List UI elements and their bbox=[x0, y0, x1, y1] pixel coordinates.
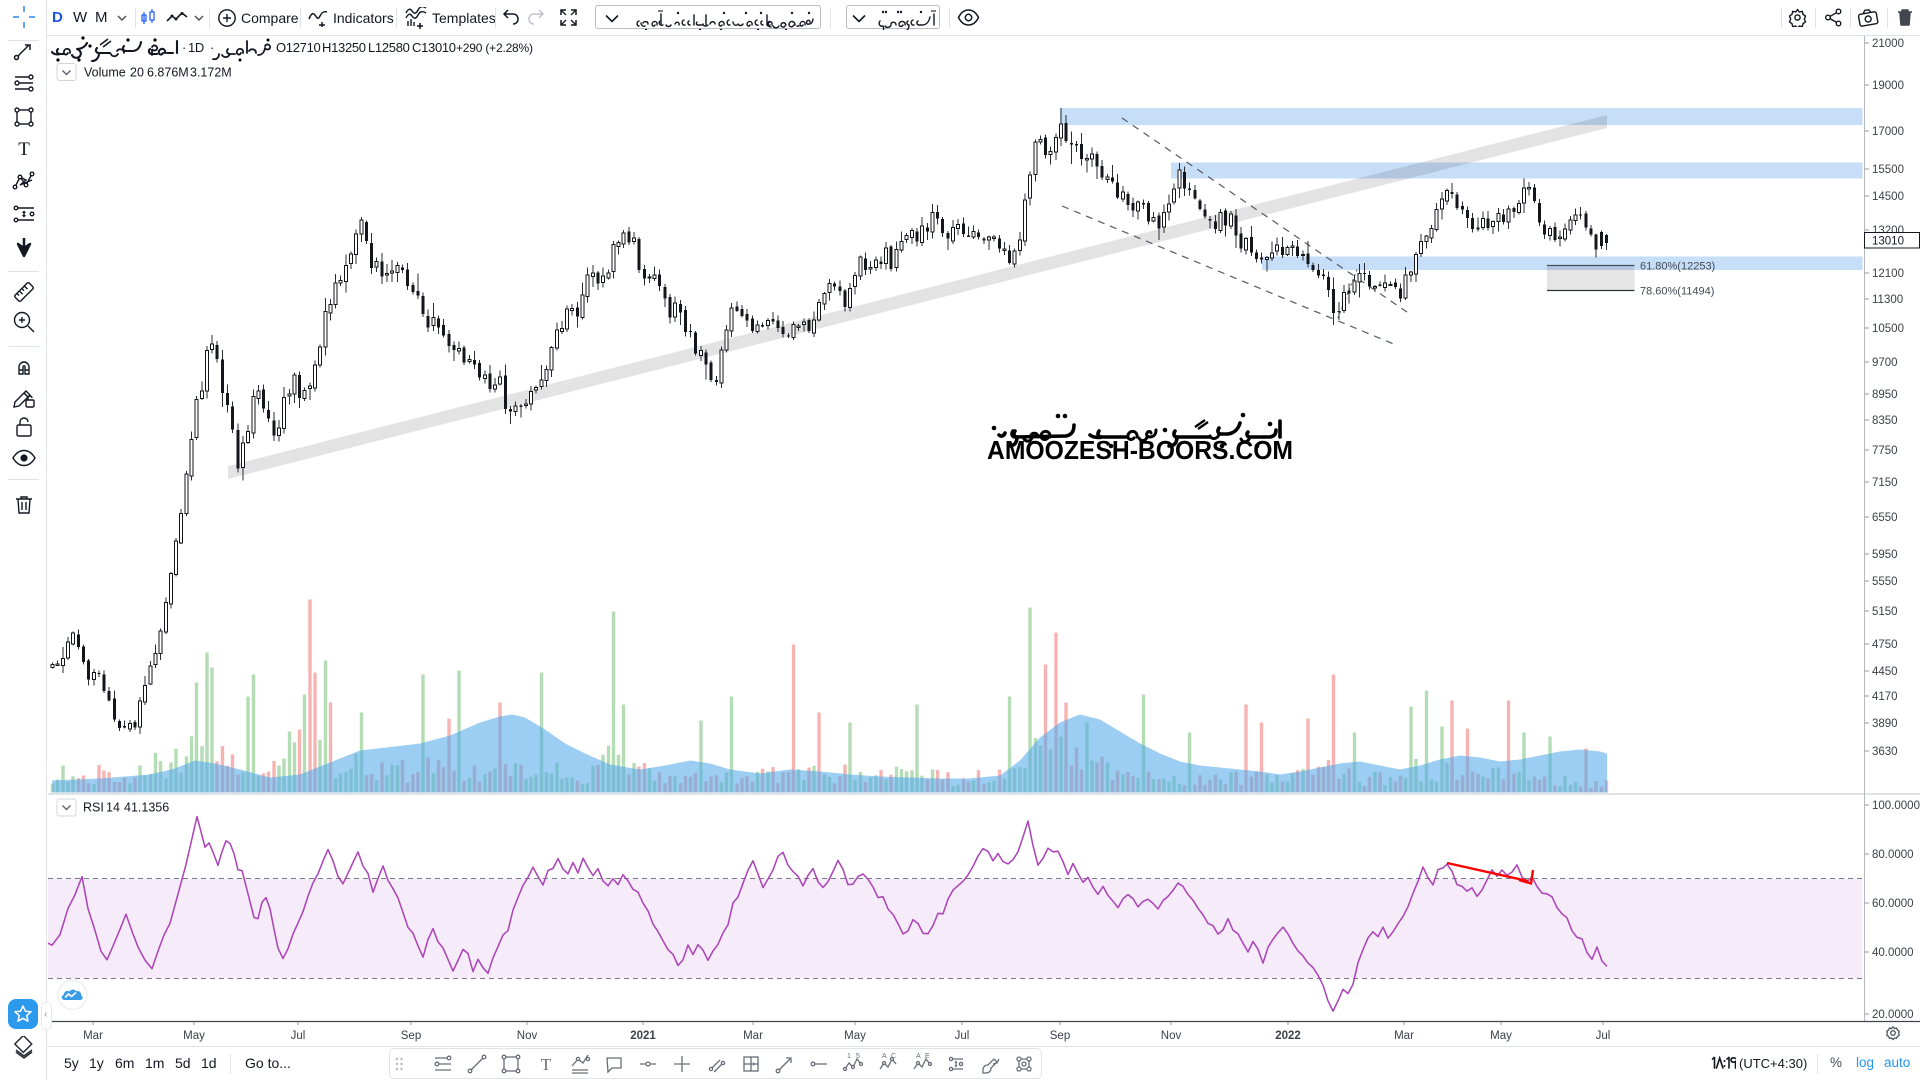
svg-text:May: May bbox=[183, 1030, 205, 1042]
svg-text:L12580: L12580 bbox=[368, 40, 410, 55]
svg-text:10500: 10500 bbox=[1872, 323, 1904, 335]
svg-text:May: May bbox=[1490, 1030, 1512, 1042]
svg-text:60.0000: 60.0000 bbox=[1872, 898, 1914, 910]
svg-text:2021: 2021 bbox=[630, 1030, 656, 1042]
svg-text:RSI: RSI bbox=[83, 801, 104, 815]
svg-text:4450: 4450 bbox=[1872, 666, 1898, 678]
svg-text:19000: 19000 bbox=[1872, 80, 1904, 92]
svg-text:Mar: Mar bbox=[83, 1030, 103, 1042]
svg-text:Mar: Mar bbox=[1394, 1030, 1414, 1042]
svg-text:Volume: Volume bbox=[84, 66, 126, 80]
svg-text:3890: 3890 bbox=[1872, 718, 1898, 730]
svg-text:1: 1 bbox=[847, 1053, 851, 1060]
svg-text:Nov: Nov bbox=[1161, 1030, 1182, 1042]
svg-text:Mar: Mar bbox=[743, 1030, 763, 1042]
svg-text:15500: 15500 bbox=[1872, 164, 1904, 176]
svg-text:AMOOZESH-BOORS.COM: AMOOZESH-BOORS.COM bbox=[987, 437, 1293, 465]
svg-text:T: T bbox=[18, 139, 30, 160]
svg-text:3630: 3630 bbox=[1872, 746, 1898, 758]
svg-text:7750: 7750 bbox=[1872, 445, 1898, 457]
svg-text:6.876M: 6.876M bbox=[147, 66, 189, 80]
svg-text:1D: 1D bbox=[188, 40, 204, 55]
svg-text:Jul: Jul bbox=[291, 1030, 306, 1042]
svg-text:A: A bbox=[882, 1053, 887, 1060]
svg-text:·: · bbox=[210, 40, 214, 55]
svg-text:Sep: Sep bbox=[401, 1030, 421, 1042]
svg-text:41.1356: 41.1356 bbox=[124, 801, 169, 815]
svg-text:80.0000: 80.0000 bbox=[1872, 849, 1914, 861]
svg-text:5950: 5950 bbox=[1872, 549, 1898, 561]
svg-text:Sep: Sep bbox=[1050, 1030, 1070, 1042]
svg-text:+290 (+2.28%): +290 (+2.28%) bbox=[456, 41, 533, 55]
svg-text:H13250: H13250 bbox=[322, 40, 366, 55]
svg-text:40.0000: 40.0000 bbox=[1872, 947, 1914, 959]
svg-text:C: C bbox=[891, 1053, 896, 1060]
svg-text:·: · bbox=[182, 40, 186, 55]
svg-text:Jul: Jul bbox=[1596, 1030, 1611, 1042]
svg-text:7150: 7150 bbox=[1872, 477, 1898, 489]
svg-text:78.60%(11494): 78.60%(11494) bbox=[1640, 286, 1714, 298]
svg-text:8950: 8950 bbox=[1872, 389, 1898, 401]
svg-text:12100: 12100 bbox=[1872, 268, 1904, 280]
svg-text:4750: 4750 bbox=[1872, 639, 1898, 651]
svg-text:5150: 5150 bbox=[1872, 606, 1898, 618]
svg-text:11300: 11300 bbox=[1872, 294, 1903, 306]
svg-text:20: 20 bbox=[130, 66, 144, 80]
svg-text:17000: 17000 bbox=[1872, 126, 1904, 138]
svg-text:C13010: C13010 bbox=[412, 40, 456, 55]
svg-text:A: A bbox=[916, 1053, 921, 1060]
svg-text:13010: 13010 bbox=[1872, 236, 1904, 248]
svg-text:14: 14 bbox=[106, 801, 120, 815]
svg-text:14500: 14500 bbox=[1872, 191, 1904, 203]
svg-text:5: 5 bbox=[856, 1053, 860, 1060]
svg-text:E: E bbox=[925, 1053, 930, 1060]
svg-text:6550: 6550 bbox=[1872, 512, 1898, 524]
svg-text:3.172M: 3.172M bbox=[190, 66, 232, 80]
svg-text:5550: 5550 bbox=[1872, 576, 1898, 588]
svg-text:May: May bbox=[844, 1030, 866, 1042]
svg-text:Nov: Nov bbox=[517, 1030, 538, 1042]
svg-text:9700: 9700 bbox=[1872, 357, 1898, 369]
svg-text:100.0000: 100.0000 bbox=[1872, 800, 1920, 812]
svg-text:O12710: O12710 bbox=[276, 40, 321, 55]
svg-text:T: T bbox=[540, 1055, 551, 1074]
svg-text:21000: 21000 bbox=[1872, 38, 1904, 50]
svg-text:8350: 8350 bbox=[1872, 415, 1898, 427]
svg-text:61.80%(12253): 61.80%(12253) bbox=[1640, 261, 1715, 273]
svg-text:4170: 4170 bbox=[1872, 691, 1898, 703]
svg-text:Jul: Jul bbox=[955, 1030, 970, 1042]
svg-text:2022: 2022 bbox=[1275, 1030, 1301, 1042]
svg-text:20.0000: 20.0000 bbox=[1872, 1009, 1914, 1021]
